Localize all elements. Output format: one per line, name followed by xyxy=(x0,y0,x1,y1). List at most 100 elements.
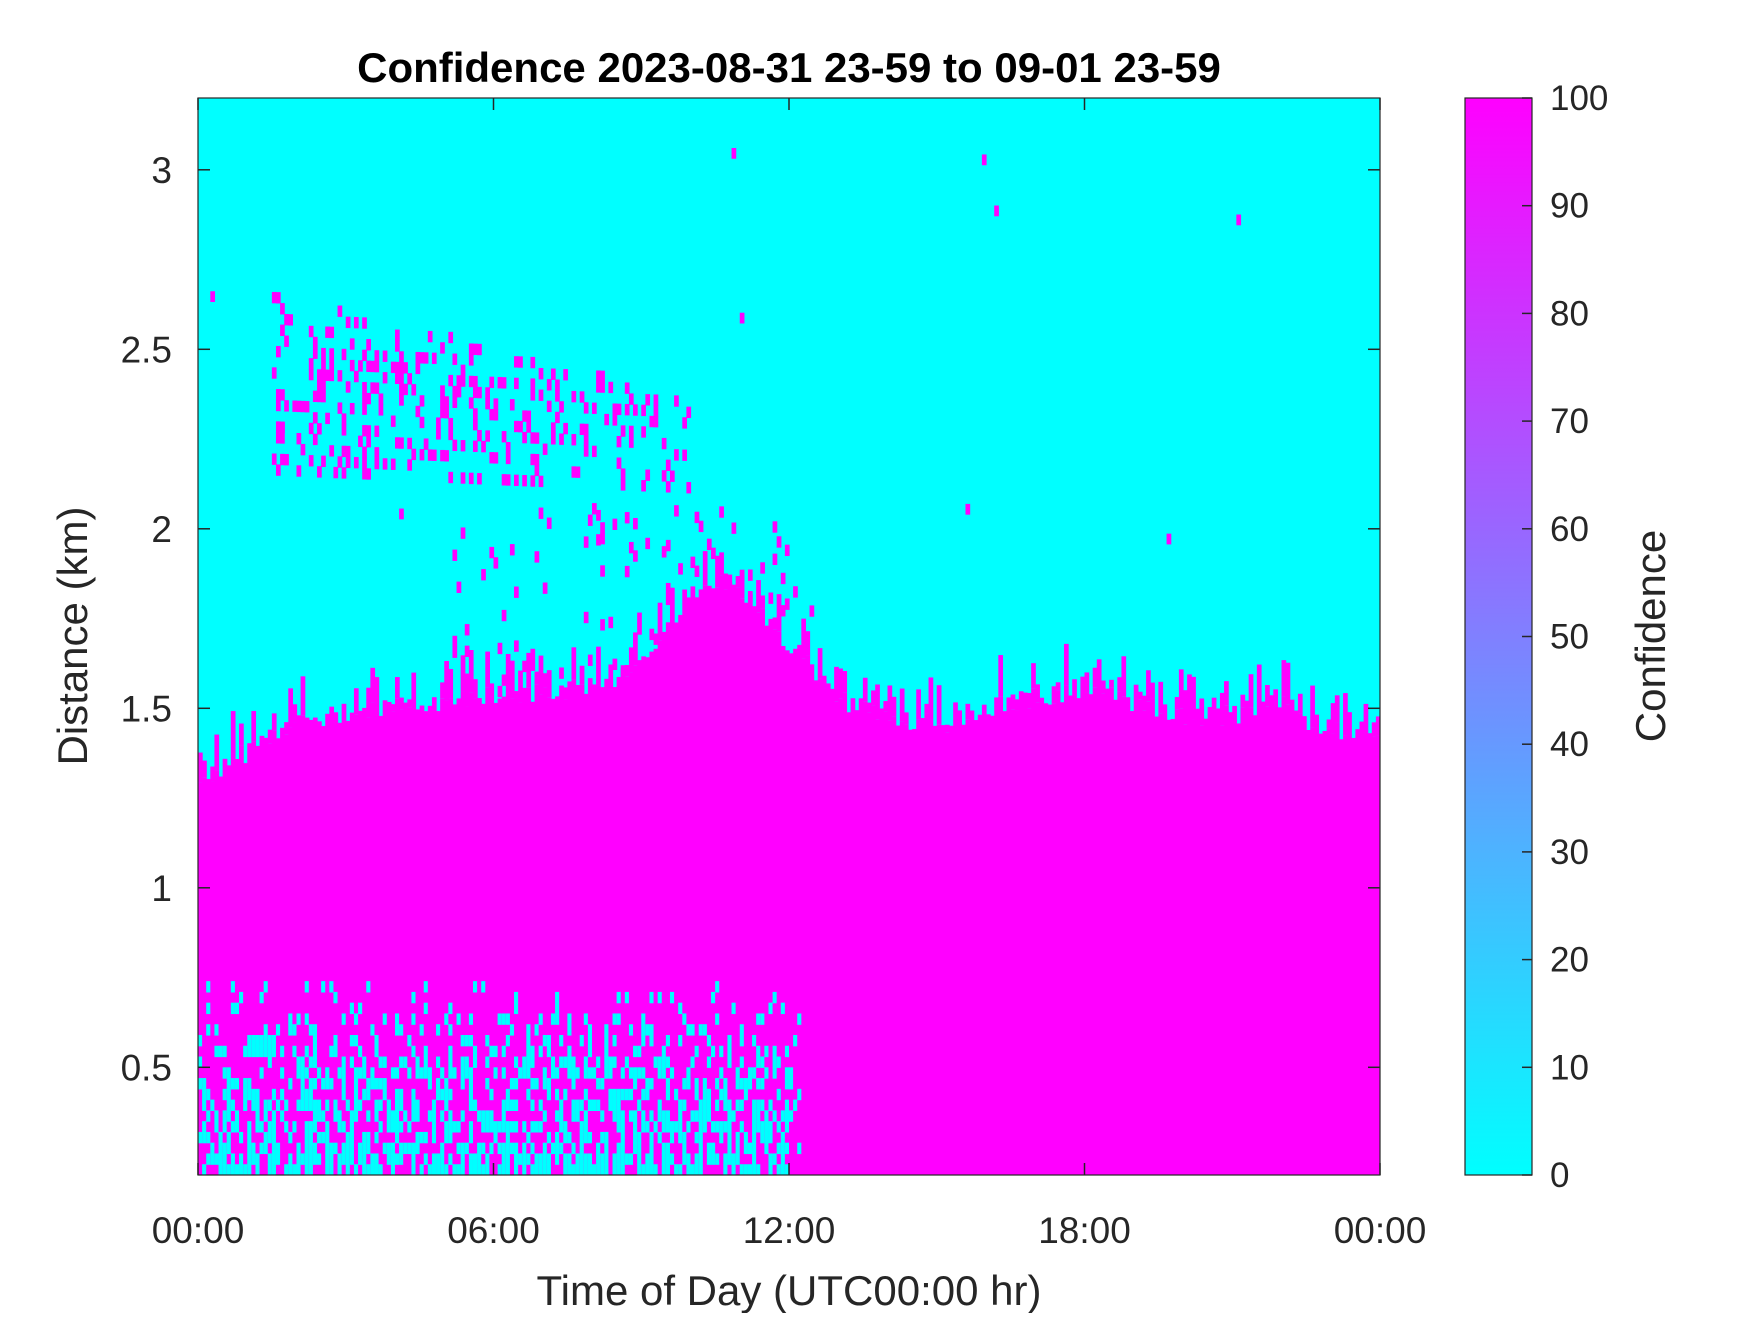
heatmap-cell xyxy=(329,369,335,382)
heatmap-column xyxy=(1277,707,1283,1175)
heatmap-cell xyxy=(399,1024,404,1036)
heatmap-cell xyxy=(620,1088,626,1101)
heatmap-cell xyxy=(505,441,511,454)
heatmap-cell xyxy=(579,1142,585,1155)
heatmap-cell xyxy=(698,1099,704,1111)
heatmap-cell xyxy=(489,408,495,421)
heatmap-cell xyxy=(460,1078,466,1090)
heatmap-column xyxy=(1109,687,1114,1175)
heatmap-cell xyxy=(325,326,330,338)
heatmap-cell xyxy=(604,1067,610,1079)
heatmap-column xyxy=(821,688,827,1175)
heatmap-cell xyxy=(444,1131,449,1144)
heatmap-cell xyxy=(571,1164,577,1175)
heatmap-cell xyxy=(230,1078,236,1090)
heatmap-cell xyxy=(395,329,400,341)
heatmap-cell xyxy=(706,1088,712,1101)
heatmap-cell xyxy=(698,1142,704,1155)
heatmap-column xyxy=(866,712,872,1175)
heatmap-cell xyxy=(772,1045,778,1058)
heatmap-cell xyxy=(210,1142,216,1155)
heatmap-cell xyxy=(944,724,950,733)
heatmap-column xyxy=(345,720,351,1175)
heatmap-cell xyxy=(579,1131,585,1144)
heatmap-cell xyxy=(645,394,651,406)
heatmap-cell xyxy=(419,416,425,429)
heatmap-column xyxy=(641,656,646,1175)
heatmap-cell xyxy=(637,1099,642,1111)
heatmap-cell xyxy=(653,1164,659,1175)
heatmap-cell xyxy=(493,398,499,410)
heatmap-cell xyxy=(542,1153,548,1165)
heatmap-cell xyxy=(760,1121,765,1133)
heatmap-cell xyxy=(661,1153,667,1165)
heatmap-cell xyxy=(711,1121,716,1133)
heatmap-cell xyxy=(698,1024,704,1036)
heatmap-cell xyxy=(456,386,462,398)
heatmap-cell xyxy=(575,1099,581,1111)
heatmap-cell xyxy=(550,422,556,434)
heatmap-cell xyxy=(555,411,560,424)
heatmap-column xyxy=(419,705,425,1175)
heatmap-cell xyxy=(362,446,367,458)
heatmap-cell xyxy=(739,1164,745,1175)
heatmap-cell xyxy=(546,1078,552,1090)
heatmap-cell xyxy=(715,1078,720,1090)
heatmap-column xyxy=(686,597,692,1175)
heatmap-cell xyxy=(493,1067,499,1079)
heatmap-cell xyxy=(214,734,220,771)
heatmap-cell xyxy=(571,1099,577,1111)
heatmap-column xyxy=(296,715,302,1175)
heatmap-column xyxy=(1191,719,1196,1175)
heatmap-cell xyxy=(390,458,396,470)
heatmap-cell xyxy=(477,1142,482,1155)
heatmap-cell xyxy=(485,1153,490,1165)
heatmap-column xyxy=(1088,694,1094,1175)
heatmap-cell xyxy=(784,1110,790,1122)
heatmap-cell xyxy=(501,1110,507,1122)
heatmap-cell xyxy=(505,653,511,693)
heatmap-cell xyxy=(395,1110,400,1122)
heatmap-cell xyxy=(505,474,511,486)
heatmap-column xyxy=(780,645,786,1175)
heatmap-column xyxy=(805,655,811,1175)
heatmap-cell xyxy=(612,658,618,671)
heatmap-cell xyxy=(530,453,536,466)
heatmap-cell xyxy=(505,1153,511,1165)
heatmap-cell xyxy=(522,1121,527,1133)
heatmap-cell xyxy=(526,660,532,672)
heatmap-cell xyxy=(616,991,622,1004)
heatmap-cell xyxy=(284,400,289,412)
heatmap-cell xyxy=(468,472,474,485)
heatmap-cell xyxy=(317,466,322,478)
heatmap-cell xyxy=(526,1067,532,1079)
heatmap-cell xyxy=(686,1067,692,1079)
heatmap-cell xyxy=(349,1110,355,1122)
heatmap-column xyxy=(526,687,532,1175)
heatmap-cell xyxy=(485,1056,490,1068)
heatmap-column xyxy=(850,698,856,1175)
heatmap-cell xyxy=(600,1153,605,1165)
heatmap-cell xyxy=(616,1121,622,1133)
heatmap-cell xyxy=(538,1121,544,1133)
heatmap-column xyxy=(230,753,236,1175)
heatmap-cell xyxy=(702,1121,708,1133)
heatmap-cell xyxy=(715,981,720,993)
colorbar-gradient xyxy=(1464,97,1533,1176)
heatmap-cell xyxy=(226,1099,232,1111)
heatmap-cell xyxy=(559,401,564,413)
heatmap-cell xyxy=(518,1153,523,1165)
heatmap-cell xyxy=(399,1056,404,1068)
heatmap-cell xyxy=(682,1078,687,1090)
y-tick-label: 1.5 xyxy=(121,688,172,729)
heatmap-cell xyxy=(1240,694,1246,708)
heatmap-cell xyxy=(288,314,293,326)
heatmap-cell xyxy=(583,1121,589,1133)
heatmap-cell xyxy=(624,991,630,1004)
heatmap-cell xyxy=(304,1013,310,1025)
heatmap-cell xyxy=(756,580,761,613)
heatmap-cell xyxy=(592,445,597,458)
heatmap-cell xyxy=(514,1164,519,1175)
heatmap-cell xyxy=(366,1142,371,1155)
heatmap-column xyxy=(628,672,634,1175)
